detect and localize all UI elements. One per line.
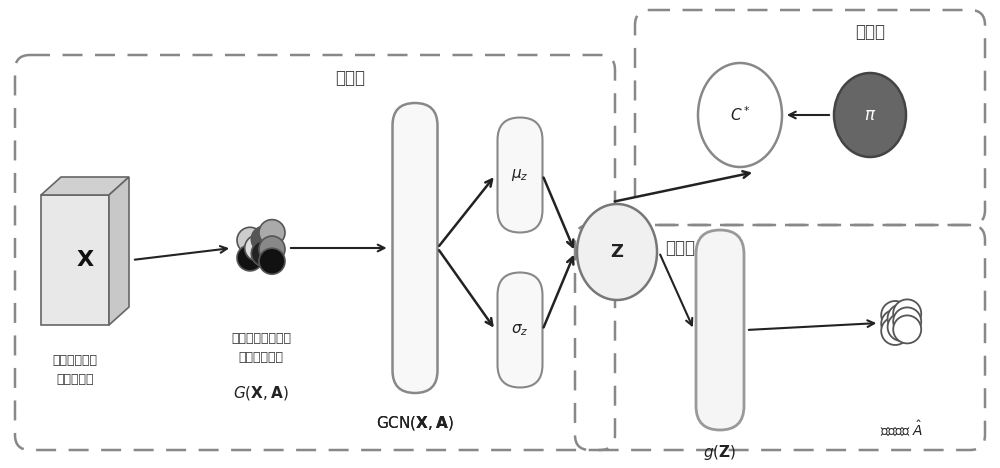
FancyBboxPatch shape (498, 117, 542, 233)
Circle shape (893, 307, 921, 336)
Text: $\mathrm{GCN}(\mathbf{X},\mathbf{A})$: $\mathrm{GCN}(\mathbf{X},\mathbf{A})$ (376, 414, 454, 432)
Circle shape (893, 300, 921, 328)
Text: $\mu_z$: $\mu_z$ (511, 167, 529, 183)
FancyBboxPatch shape (696, 230, 744, 430)
Polygon shape (109, 177, 129, 325)
Circle shape (888, 304, 916, 332)
Text: $\pi$: $\pi$ (864, 106, 876, 124)
Text: $\mathbf{X}$: $\mathbf{X}$ (76, 250, 94, 270)
Text: $\mathrm{GCN}(\mathbf{X},\mathbf{A})$: $\mathrm{GCN}(\mathbf{X},\mathbf{A})$ (376, 414, 454, 432)
Circle shape (237, 245, 263, 271)
Circle shape (251, 241, 277, 266)
Text: 重构网络 $\hat{A}$: 重构网络 $\hat{A}$ (880, 418, 923, 438)
Circle shape (881, 301, 909, 329)
Text: $g(\mathbf{Z})$: $g(\mathbf{Z})$ (703, 443, 737, 461)
Ellipse shape (698, 63, 782, 167)
Circle shape (259, 236, 285, 262)
Circle shape (237, 227, 263, 253)
Ellipse shape (834, 73, 906, 157)
Text: 分割器: 分割器 (855, 23, 885, 41)
Polygon shape (41, 195, 109, 325)
Circle shape (245, 235, 271, 261)
Text: $\sigma_z$: $\sigma_z$ (511, 322, 529, 338)
Circle shape (888, 313, 916, 341)
Circle shape (259, 248, 285, 274)
Text: 脑功能组织激
活图像数据: 脑功能组织激 活图像数据 (52, 354, 98, 386)
Text: $C^*$: $C^*$ (730, 106, 750, 124)
FancyBboxPatch shape (498, 272, 542, 388)
Circle shape (251, 226, 277, 252)
Text: $\mathbf{Z}$: $\mathbf{Z}$ (610, 243, 624, 261)
Polygon shape (41, 177, 129, 195)
Circle shape (881, 310, 909, 338)
FancyBboxPatch shape (392, 103, 438, 393)
Text: $G(\mathbf{X},\mathbf{A})$: $G(\mathbf{X},\mathbf{A})$ (233, 384, 289, 402)
Text: 编码器: 编码器 (335, 69, 365, 87)
Circle shape (881, 317, 909, 345)
Circle shape (259, 219, 285, 246)
Text: 解码器: 解码器 (665, 239, 695, 257)
Circle shape (893, 315, 921, 344)
Text: 脑部核磁共振图像
空间结构网络: 脑部核磁共振图像 空间结构网络 (231, 332, 291, 364)
Ellipse shape (577, 204, 657, 300)
